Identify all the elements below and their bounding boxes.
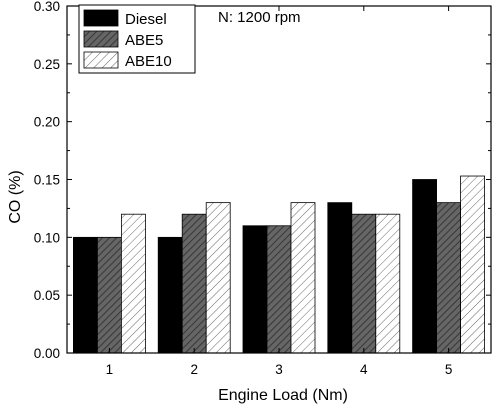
y-tick-label: 0.25 (34, 57, 60, 72)
bar-abe5-load-4 (351, 213, 377, 354)
legend-label-abe10: ABE10 (125, 53, 172, 70)
y-tick-label: 0.15 (34, 173, 60, 188)
plot-frame (66, 5, 492, 354)
x-tick-label: 4 (360, 362, 368, 377)
bar-abe10-load-5 (460, 175, 486, 354)
legend-label-abe5: ABE5 (125, 32, 163, 49)
x-tick-labels: 1 2 3 4 5 (106, 362, 453, 377)
y-axis-label: CO (%) (7, 170, 24, 223)
chart-annotation: N: 1200 rpm (218, 9, 301, 26)
legend: Diesel ABE5 ABE10 (78, 4, 196, 74)
legend-label-diesel: Diesel (125, 11, 167, 28)
bar-abe5-load-2 (181, 213, 207, 354)
bar-abe10-load-1 (121, 213, 146, 354)
x-tick-label: 5 (445, 362, 453, 377)
bar-abe10-load-3 (290, 202, 316, 354)
bar-diesel-load-4 (327, 202, 353, 354)
bar-diesel-load-5 (412, 179, 438, 354)
x-tick-label: 2 (190, 362, 198, 377)
legend-swatch-abe5 (83, 30, 119, 48)
bar-abe10-load-4 (375, 213, 401, 354)
bar-diesel-load-2 (157, 236, 183, 354)
y-tick-label: 0.00 (34, 346, 60, 361)
x-axis-label: Engine Load (Nm) (218, 387, 348, 404)
bar-abe5-load-3 (266, 225, 292, 354)
x-tick-label: 3 (275, 362, 283, 377)
bar-diesel-load-3 (242, 225, 268, 354)
bar-abe5-load-1 (97, 236, 122, 354)
y-tick-labels: 0.00 0.05 0.10 0.15 0.20 0.25 0.30 (34, 0, 60, 361)
y-tick-label: 0.20 (34, 115, 60, 130)
x-tick-label: 1 (106, 362, 114, 377)
bar-abe5-load-5 (436, 202, 462, 354)
bar-abe10-load-2 (205, 202, 231, 354)
bar-group (73, 175, 486, 354)
y-tick-label: 0.30 (34, 0, 60, 14)
legend-swatch-abe10 (83, 51, 119, 69)
y-tick-label: 0.05 (34, 288, 60, 303)
bar-diesel-load-1 (73, 236, 98, 354)
legend-swatch-diesel (83, 9, 119, 27)
y-tick-label: 0.10 (34, 230, 60, 245)
